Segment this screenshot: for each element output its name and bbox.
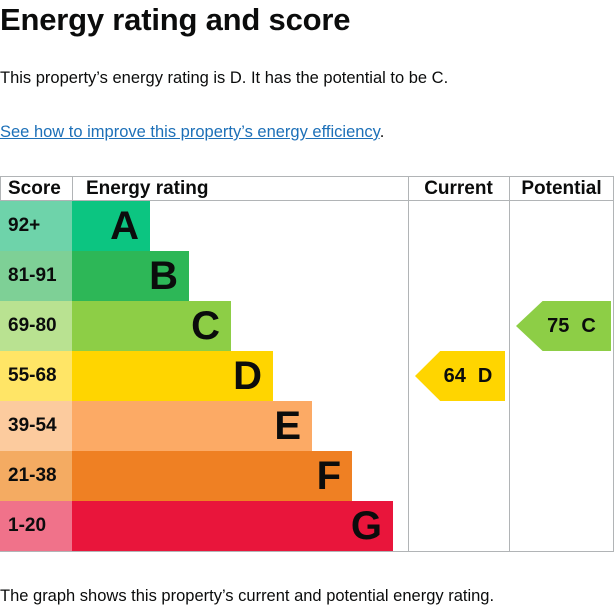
rating-rows: 92+ A 81-91 B 69-80 C 55-68 D 39-54 E 21… xyxy=(0,201,614,551)
bar-letter: E xyxy=(274,404,301,448)
current-rating-letter: D xyxy=(477,364,493,387)
rating-bar-a: A xyxy=(72,201,150,251)
rating-row-a: 92+ A xyxy=(0,201,614,251)
graph-description-text: The graph shows this property’s current … xyxy=(0,587,495,605)
rating-bar-c: C xyxy=(72,301,231,351)
header-bottom-border xyxy=(0,200,614,201)
column-header-potential: Potential xyxy=(521,177,602,199)
potential-rating-value: 75 xyxy=(547,314,570,337)
improve-link[interactable]: See how to improve this property’s energ… xyxy=(0,123,380,141)
score-range: 1-20 xyxy=(0,501,72,551)
rating-bar-b: B xyxy=(72,251,189,301)
score-range: 92+ xyxy=(0,201,72,251)
score-range: 69-80 xyxy=(0,301,72,351)
current-rating-value: 64 xyxy=(443,364,466,387)
table-right-border xyxy=(613,176,614,552)
energy-rating-table: Score Energy rating Current Potential 92… xyxy=(0,176,614,552)
column-header-score: Score xyxy=(8,177,61,199)
rating-row-d: 55-68 D xyxy=(0,351,614,401)
rating-bar-d: D xyxy=(72,351,273,401)
rating-row-b: 81-91 B xyxy=(0,251,614,301)
improve-link-suffix: . xyxy=(379,123,385,141)
bar-letter: C xyxy=(191,304,220,348)
score-column-divider xyxy=(72,177,73,200)
bar-letter: G xyxy=(350,504,382,548)
improve-link-paragraph: See how to improve this property’s energ… xyxy=(0,122,615,142)
rating-row-f: 21-38 F xyxy=(0,451,614,501)
score-range: 55-68 xyxy=(0,351,72,401)
rating-row-c: 69-80 C xyxy=(0,301,614,351)
column-header-energy-rating: Energy rating xyxy=(86,177,209,199)
score-range: 21-38 xyxy=(0,451,72,501)
rating-bar-f: F xyxy=(72,451,352,501)
rating-bar-e: E xyxy=(72,401,312,451)
bar-letter: F xyxy=(316,454,341,498)
table-top-border xyxy=(0,176,614,177)
rating-summary-text: This property’s energy rating is D. It h… xyxy=(0,69,449,87)
rating-row-e: 39-54 E xyxy=(0,401,614,451)
rating-row-g: 1-20 G xyxy=(0,501,614,551)
rating-bar-g: G xyxy=(72,501,393,551)
table-header-row: Score Energy rating Current Potential xyxy=(0,177,614,200)
potential-rating-letter: C xyxy=(581,314,596,337)
score-range: 81-91 xyxy=(0,251,72,301)
bar-letter: B xyxy=(149,254,178,298)
table-bottom-border xyxy=(0,551,614,552)
score-range: 39-54 xyxy=(0,401,72,451)
potential-column-divider xyxy=(509,176,510,552)
page-title: Energy rating and score xyxy=(0,2,351,37)
bar-letter: A xyxy=(110,204,139,248)
current-column-divider xyxy=(408,176,409,552)
bar-letter: D xyxy=(233,354,262,398)
column-header-current: Current xyxy=(424,177,493,199)
